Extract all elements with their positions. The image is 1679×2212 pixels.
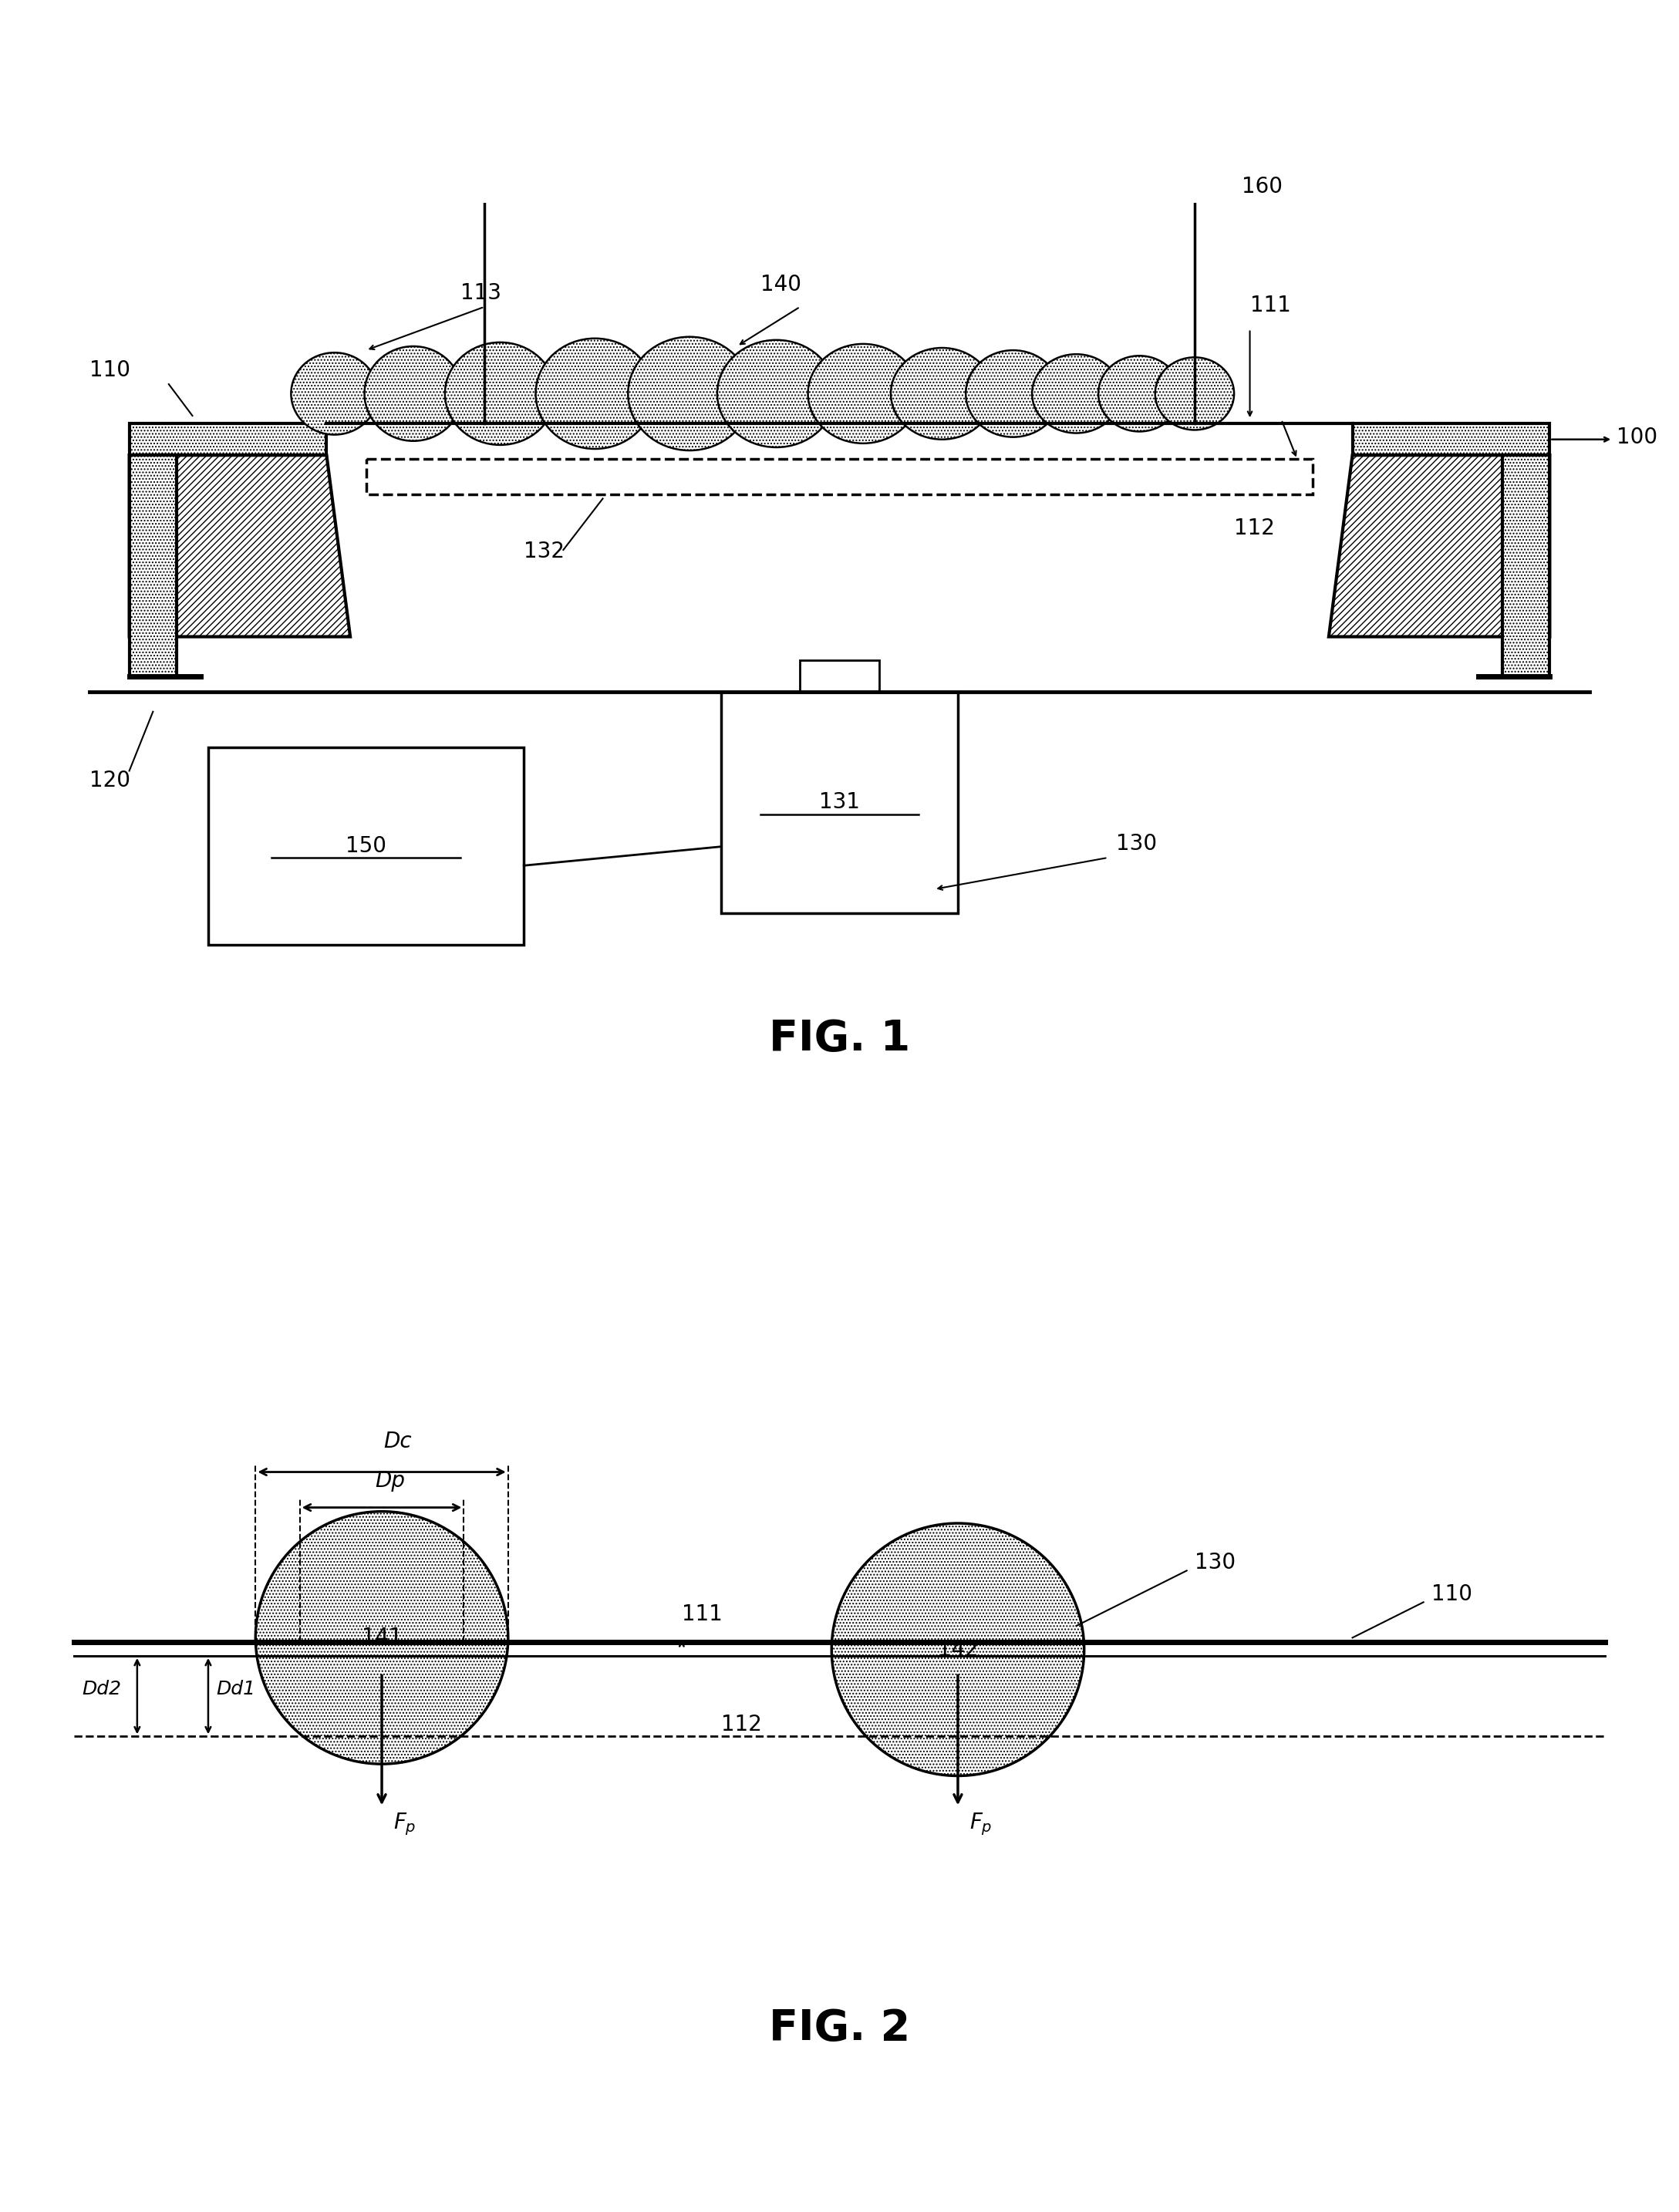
Text: Dc: Dc [383, 1431, 411, 1453]
Text: FIG. 2: FIG. 2 [769, 2008, 910, 2048]
Text: 130: 130 [1117, 832, 1157, 854]
Bar [722, 692, 959, 914]
Text: Dp: Dp [374, 1471, 405, 1491]
Text: 140: 140 [761, 274, 801, 296]
Polygon shape [129, 456, 176, 677]
Ellipse shape [1098, 356, 1180, 431]
Ellipse shape [536, 338, 655, 449]
Text: 113: 113 [460, 281, 502, 303]
Polygon shape [366, 460, 1313, 495]
Circle shape [255, 1511, 509, 1763]
Text: 132: 132 [524, 540, 564, 562]
Text: 141: 141 [361, 1626, 403, 1648]
Polygon shape [129, 456, 351, 637]
Text: 112: 112 [1234, 518, 1274, 540]
Ellipse shape [1155, 358, 1234, 429]
Ellipse shape [808, 343, 918, 442]
Text: $F_p$: $F_p$ [970, 1812, 992, 1838]
Text: 131: 131 [819, 792, 860, 814]
Text: 160: 160 [1242, 177, 1283, 197]
Text: 110: 110 [1431, 1584, 1472, 1606]
Bar [208, 748, 524, 945]
Text: 100: 100 [1617, 427, 1657, 449]
Text: 130: 130 [1195, 1553, 1236, 1573]
Ellipse shape [628, 336, 751, 451]
Text: 120: 120 [91, 770, 131, 792]
Ellipse shape [1033, 354, 1120, 434]
Polygon shape [1328, 456, 1550, 637]
Polygon shape [1503, 456, 1550, 677]
Polygon shape [129, 425, 327, 456]
Ellipse shape [717, 341, 836, 447]
Text: 110: 110 [91, 358, 131, 380]
Circle shape [831, 1524, 1085, 1776]
Text: 112: 112 [722, 1714, 762, 1736]
Text: Dd2: Dd2 [82, 1679, 121, 1699]
Text: 150: 150 [346, 834, 386, 856]
Polygon shape [1353, 425, 1550, 456]
Ellipse shape [445, 343, 556, 445]
Text: 142: 142 [937, 1639, 979, 1661]
Text: Dd1: Dd1 [217, 1679, 255, 1699]
Text: FIG. 1: FIG. 1 [769, 1018, 910, 1060]
Ellipse shape [965, 349, 1061, 438]
Text: 111: 111 [682, 1604, 722, 1626]
Text: $F_p$: $F_p$ [393, 1812, 416, 1838]
Ellipse shape [290, 352, 378, 436]
Bar [801, 661, 880, 692]
Ellipse shape [364, 347, 462, 440]
Ellipse shape [892, 347, 994, 440]
Text: 111: 111 [1249, 294, 1291, 316]
